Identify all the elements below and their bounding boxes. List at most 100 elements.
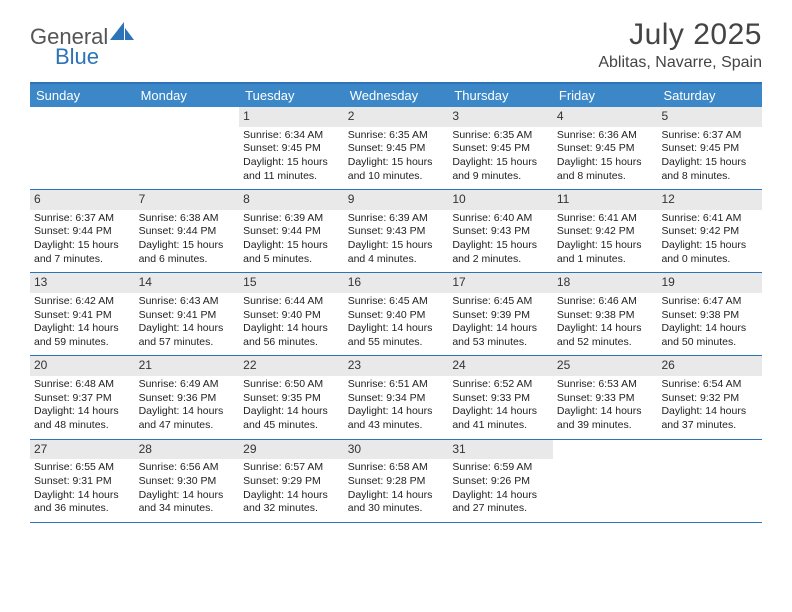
- day-details: Sunrise: 6:41 AMSunset: 9:42 PMDaylight:…: [553, 210, 658, 273]
- day-number: 2: [344, 107, 449, 127]
- day-number: 8: [239, 190, 344, 210]
- dow-header: Wednesday: [344, 84, 449, 107]
- day-cell: 15Sunrise: 6:44 AMSunset: 9:40 PMDayligh…: [239, 273, 344, 355]
- day-cell: 23Sunrise: 6:51 AMSunset: 9:34 PMDayligh…: [344, 356, 449, 438]
- day-details: Sunrise: 6:44 AMSunset: 9:40 PMDaylight:…: [239, 293, 344, 356]
- day-details: Sunrise: 6:49 AMSunset: 9:36 PMDaylight:…: [135, 376, 240, 439]
- day-cell: 25Sunrise: 6:53 AMSunset: 9:33 PMDayligh…: [553, 356, 658, 438]
- day-number: 21: [135, 356, 240, 376]
- day-details: Sunrise: 6:41 AMSunset: 9:42 PMDaylight:…: [657, 210, 762, 273]
- day-cell: 24Sunrise: 6:52 AMSunset: 9:33 PMDayligh…: [448, 356, 553, 438]
- day-cell: 20Sunrise: 6:48 AMSunset: 9:37 PMDayligh…: [30, 356, 135, 438]
- day-details: Sunrise: 6:47 AMSunset: 9:38 PMDaylight:…: [657, 293, 762, 356]
- day-number: 16: [344, 273, 449, 293]
- day-cell: 12Sunrise: 6:41 AMSunset: 9:42 PMDayligh…: [657, 190, 762, 272]
- month-title: July 2025: [598, 18, 762, 52]
- day-cell: 6Sunrise: 6:37 AMSunset: 9:44 PMDaylight…: [30, 190, 135, 272]
- day-number: 20: [30, 356, 135, 376]
- day-number: 18: [553, 273, 658, 293]
- day-number: 3: [448, 107, 553, 127]
- calendar: SundayMondayTuesdayWednesdayThursdayFrid…: [30, 82, 762, 523]
- dow-header: Monday: [135, 84, 240, 107]
- day-details: Sunrise: 6:53 AMSunset: 9:33 PMDaylight:…: [553, 376, 658, 439]
- day-details: Sunrise: 6:50 AMSunset: 9:35 PMDaylight:…: [239, 376, 344, 439]
- day-details: Sunrise: 6:45 AMSunset: 9:40 PMDaylight:…: [344, 293, 449, 356]
- brand-logo: General Blue: [30, 24, 136, 50]
- day-number: 25: [553, 356, 658, 376]
- day-number: 1: [239, 107, 344, 127]
- day-details: Sunrise: 6:39 AMSunset: 9:44 PMDaylight:…: [239, 210, 344, 273]
- empty-cell: [135, 107, 240, 189]
- day-number: 19: [657, 273, 762, 293]
- day-number: 28: [135, 440, 240, 460]
- day-cell: 29Sunrise: 6:57 AMSunset: 9:29 PMDayligh…: [239, 440, 344, 522]
- day-cell: 4Sunrise: 6:36 AMSunset: 9:45 PMDaylight…: [553, 107, 658, 189]
- day-details: Sunrise: 6:35 AMSunset: 9:45 PMDaylight:…: [344, 127, 449, 190]
- day-cell: 5Sunrise: 6:37 AMSunset: 9:45 PMDaylight…: [657, 107, 762, 189]
- day-number: 23: [344, 356, 449, 376]
- week-row: 6Sunrise: 6:37 AMSunset: 9:44 PMDaylight…: [30, 190, 762, 273]
- day-details: Sunrise: 6:36 AMSunset: 9:45 PMDaylight:…: [553, 127, 658, 190]
- day-number: 31: [448, 440, 553, 460]
- day-details: Sunrise: 6:52 AMSunset: 9:33 PMDaylight:…: [448, 376, 553, 439]
- day-details: Sunrise: 6:48 AMSunset: 9:37 PMDaylight:…: [30, 376, 135, 439]
- week-row: 13Sunrise: 6:42 AMSunset: 9:41 PMDayligh…: [30, 273, 762, 356]
- day-details: Sunrise: 6:35 AMSunset: 9:45 PMDaylight:…: [448, 127, 553, 190]
- day-cell: 11Sunrise: 6:41 AMSunset: 9:42 PMDayligh…: [553, 190, 658, 272]
- brand-part2: Blue: [55, 44, 99, 69]
- day-cell: 13Sunrise: 6:42 AMSunset: 9:41 PMDayligh…: [30, 273, 135, 355]
- brand-sail-icon: [110, 22, 136, 47]
- day-cell: 31Sunrise: 6:59 AMSunset: 9:26 PMDayligh…: [448, 440, 553, 522]
- dow-header: Saturday: [657, 84, 762, 107]
- week-row: 1Sunrise: 6:34 AMSunset: 9:45 PMDaylight…: [30, 107, 762, 190]
- day-cell: 30Sunrise: 6:58 AMSunset: 9:28 PMDayligh…: [344, 440, 449, 522]
- day-number: 26: [657, 356, 762, 376]
- day-cell: 2Sunrise: 6:35 AMSunset: 9:45 PMDaylight…: [344, 107, 449, 189]
- day-number: 30: [344, 440, 449, 460]
- day-cell: 26Sunrise: 6:54 AMSunset: 9:32 PMDayligh…: [657, 356, 762, 438]
- day-details: Sunrise: 6:34 AMSunset: 9:45 PMDaylight:…: [239, 127, 344, 190]
- day-number: 5: [657, 107, 762, 127]
- day-cell: 1Sunrise: 6:34 AMSunset: 9:45 PMDaylight…: [239, 107, 344, 189]
- day-number: 17: [448, 273, 553, 293]
- day-cell: 22Sunrise: 6:50 AMSunset: 9:35 PMDayligh…: [239, 356, 344, 438]
- day-details: Sunrise: 6:58 AMSunset: 9:28 PMDaylight:…: [344, 459, 449, 522]
- day-details: Sunrise: 6:51 AMSunset: 9:34 PMDaylight:…: [344, 376, 449, 439]
- day-cell: 16Sunrise: 6:45 AMSunset: 9:40 PMDayligh…: [344, 273, 449, 355]
- location-subtitle: Ablitas, Navarre, Spain: [598, 54, 762, 72]
- day-details: Sunrise: 6:38 AMSunset: 9:44 PMDaylight:…: [135, 210, 240, 273]
- day-number: 13: [30, 273, 135, 293]
- day-details: Sunrise: 6:37 AMSunset: 9:44 PMDaylight:…: [30, 210, 135, 273]
- day-details: Sunrise: 6:57 AMSunset: 9:29 PMDaylight:…: [239, 459, 344, 522]
- day-details: Sunrise: 6:42 AMSunset: 9:41 PMDaylight:…: [30, 293, 135, 356]
- day-number: 14: [135, 273, 240, 293]
- day-cell: 8Sunrise: 6:39 AMSunset: 9:44 PMDaylight…: [239, 190, 344, 272]
- day-cell: 7Sunrise: 6:38 AMSunset: 9:44 PMDaylight…: [135, 190, 240, 272]
- day-cell: 21Sunrise: 6:49 AMSunset: 9:36 PMDayligh…: [135, 356, 240, 438]
- dow-header: Thursday: [448, 84, 553, 107]
- day-details: Sunrise: 6:46 AMSunset: 9:38 PMDaylight:…: [553, 293, 658, 356]
- day-details: Sunrise: 6:55 AMSunset: 9:31 PMDaylight:…: [30, 459, 135, 522]
- day-details: Sunrise: 6:59 AMSunset: 9:26 PMDaylight:…: [448, 459, 553, 522]
- dow-header: Tuesday: [239, 84, 344, 107]
- week-row: 20Sunrise: 6:48 AMSunset: 9:37 PMDayligh…: [30, 356, 762, 439]
- empty-cell: [657, 440, 762, 522]
- day-number: 15: [239, 273, 344, 293]
- day-cell: 9Sunrise: 6:39 AMSunset: 9:43 PMDaylight…: [344, 190, 449, 272]
- day-details: Sunrise: 6:37 AMSunset: 9:45 PMDaylight:…: [657, 127, 762, 190]
- day-number: 7: [135, 190, 240, 210]
- day-number: 9: [344, 190, 449, 210]
- day-cell: 27Sunrise: 6:55 AMSunset: 9:31 PMDayligh…: [30, 440, 135, 522]
- day-cell: 14Sunrise: 6:43 AMSunset: 9:41 PMDayligh…: [135, 273, 240, 355]
- day-details: Sunrise: 6:56 AMSunset: 9:30 PMDaylight:…: [135, 459, 240, 522]
- empty-cell: [553, 440, 658, 522]
- day-details: Sunrise: 6:43 AMSunset: 9:41 PMDaylight:…: [135, 293, 240, 356]
- day-cell: 28Sunrise: 6:56 AMSunset: 9:30 PMDayligh…: [135, 440, 240, 522]
- day-cell: 3Sunrise: 6:35 AMSunset: 9:45 PMDaylight…: [448, 107, 553, 189]
- day-number: 12: [657, 190, 762, 210]
- day-cell: 10Sunrise: 6:40 AMSunset: 9:43 PMDayligh…: [448, 190, 553, 272]
- day-details: Sunrise: 6:54 AMSunset: 9:32 PMDaylight:…: [657, 376, 762, 439]
- dow-header: Sunday: [30, 84, 135, 107]
- day-number: 27: [30, 440, 135, 460]
- day-cell: 18Sunrise: 6:46 AMSunset: 9:38 PMDayligh…: [553, 273, 658, 355]
